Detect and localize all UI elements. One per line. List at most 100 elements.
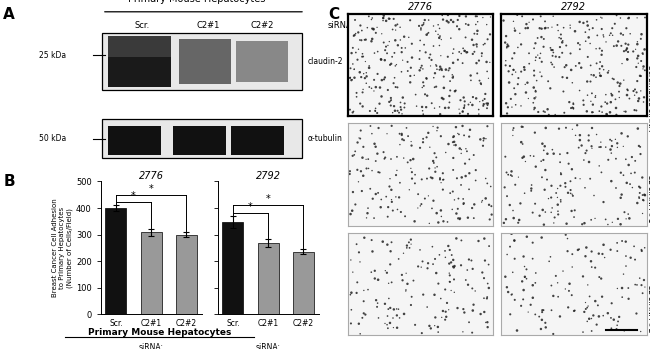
Point [381,44,391,50]
Point [448,189,458,194]
Point [386,239,396,245]
Text: C2 siRNA #2: C2 siRNA #2 [645,284,650,332]
Point [352,242,362,247]
Point [399,105,410,110]
Point [437,177,448,183]
Point [420,196,430,201]
Point [416,264,426,270]
Point [631,64,642,70]
Point [482,102,493,108]
Point [575,42,585,47]
Point [406,165,416,171]
Point [630,158,640,164]
Point [532,78,542,83]
Point [371,158,382,164]
Point [393,306,404,312]
Point [346,307,357,313]
Point [505,244,515,250]
Point [508,269,518,275]
Point [430,150,440,156]
Point [519,191,530,196]
Point [622,92,632,98]
Point [532,35,543,41]
Point [623,296,634,302]
Point [601,92,611,97]
Point [453,216,463,221]
Point [423,17,434,23]
Point [424,323,435,329]
Text: Primary Mouse Hepatocytes: Primary Mouse Hepatocytes [127,0,265,4]
Point [612,248,623,254]
Point [623,16,633,21]
Point [454,111,465,116]
Point [358,144,369,150]
Point [348,110,358,115]
Point [596,170,606,175]
Point [423,130,434,136]
Point [349,32,359,38]
Point [452,23,462,29]
Point [373,125,384,131]
Point [626,171,636,176]
Point [422,176,432,181]
Point [528,85,539,90]
Point [345,292,356,297]
Point [566,208,577,214]
Point [358,104,368,109]
Point [601,39,611,45]
Point [574,246,584,252]
Point [458,109,468,114]
Point [560,64,570,70]
Point [597,26,607,32]
Point [553,294,564,299]
Point [456,238,467,243]
Point [486,14,496,20]
Point [448,19,458,25]
Point [483,101,493,107]
Point [521,234,532,239]
Point [583,303,593,309]
Point [365,186,376,192]
Point [530,88,541,93]
Point [638,197,648,203]
Point [568,106,578,112]
Point [420,17,430,23]
Point [477,270,488,275]
Point [455,97,465,103]
Point [614,314,625,320]
Point [528,240,538,245]
Point [544,259,554,264]
Point [605,137,616,142]
Point [547,147,558,153]
Point [354,321,364,327]
Point [445,279,455,284]
Point [448,139,458,145]
Point [357,28,367,34]
Point [463,22,474,28]
Point [540,25,550,31]
Point [426,174,436,180]
Point [519,274,530,280]
Point [533,109,543,115]
Point [462,50,473,55]
Point [465,99,476,105]
Point [378,239,388,244]
Point [372,304,382,310]
Point [421,75,432,81]
Point [405,17,415,23]
Point [418,140,428,145]
Point [356,128,366,133]
Point [586,264,597,270]
Point [359,37,370,43]
Point [540,167,551,173]
Point [386,187,396,193]
Point [507,72,517,77]
Point [369,88,379,94]
Point [356,169,366,174]
Point [560,232,571,238]
Point [428,198,439,203]
Point [541,325,551,330]
Point [534,25,545,31]
Point [567,126,578,132]
Point [402,245,412,251]
